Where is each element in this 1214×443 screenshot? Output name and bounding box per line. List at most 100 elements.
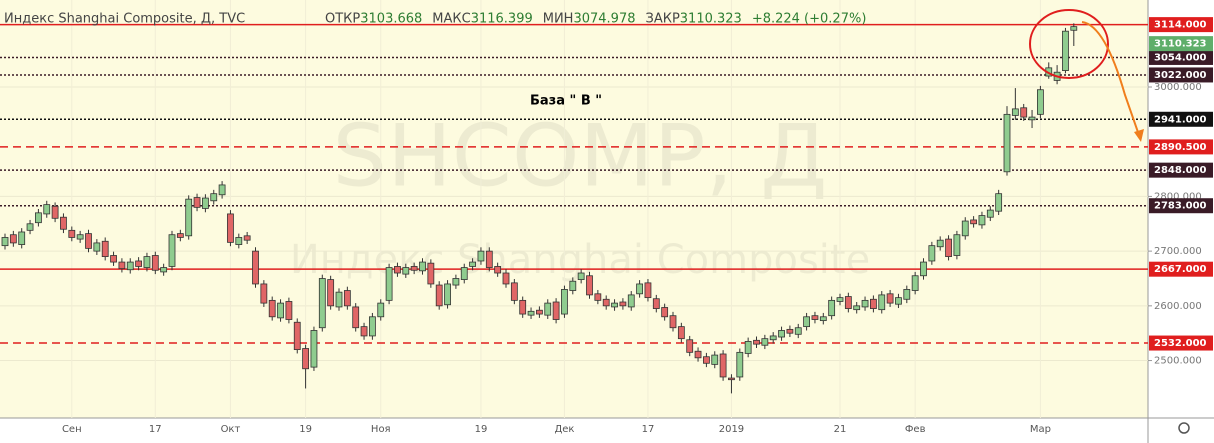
candle-body	[444, 283, 451, 306]
legend-label: МИН	[543, 12, 574, 27]
level-label: 2667.000	[1154, 264, 1207, 275]
x-tick-label: 19	[299, 424, 312, 435]
candle-body	[101, 240, 109, 257]
level-label: 3114.000	[1154, 20, 1207, 31]
watermark: SHCOMP, Д	[333, 106, 828, 206]
candle-body	[76, 234, 84, 240]
y-tick-label: 2500.000	[1154, 356, 1202, 367]
candle-body	[811, 315, 819, 320]
x-tick-label: 17	[149, 424, 162, 435]
candle-body	[302, 348, 310, 370]
x-tick-label: Дек	[554, 424, 574, 435]
candle-body	[93, 242, 101, 252]
candle-body	[227, 213, 234, 243]
candle-body	[744, 341, 752, 354]
candle-body	[703, 356, 710, 364]
annotation: База " В "	[530, 94, 602, 109]
candle-body	[435, 284, 443, 307]
candle-body	[485, 250, 493, 268]
candle-body	[452, 278, 460, 286]
legend-label: ОТКР	[325, 12, 360, 27]
candle-body	[176, 233, 184, 238]
candle-body	[961, 220, 969, 237]
candle-body	[160, 267, 168, 273]
highlight-ellipse	[1029, 9, 1109, 79]
candle-body	[920, 261, 927, 277]
candle-body	[853, 305, 861, 311]
candle-body	[611, 302, 618, 308]
candle-body	[953, 234, 961, 256]
legend-label: ЗАКР	[645, 12, 679, 27]
candle-body	[260, 283, 268, 304]
watermark-group: SHCOMP, Д Индекс Shanghai Composite	[290, 106, 870, 283]
ohlc-legend: ОТКР 3103.668 МАКС 3116.399 МИН 3074.978 ЗАКР 3…	[325, 12, 866, 27]
candle-body	[352, 306, 360, 329]
candle-body	[519, 299, 527, 315]
candle-body	[936, 239, 944, 248]
legend-value: 3110.323	[680, 12, 742, 27]
candle-body	[460, 267, 468, 280]
candle-body	[26, 223, 34, 231]
candle-body	[986, 209, 994, 218]
legend-change: +8.224 (+0.27%)	[752, 12, 867, 27]
settings-icon[interactable]	[1178, 422, 1190, 434]
candle-body	[143, 256, 151, 268]
candle-body	[252, 250, 259, 285]
candle-body	[310, 330, 318, 368]
level-label-bg	[1149, 198, 1213, 214]
candle-body	[995, 193, 1003, 212]
candle-body	[769, 335, 777, 341]
candle-body	[1011, 108, 1019, 116]
level-label-bg	[1149, 111, 1213, 127]
last-price-bg	[1149, 36, 1213, 52]
candle-body	[686, 339, 694, 353]
candle-body	[677, 326, 685, 340]
candle-body	[786, 328, 794, 334]
candle-body	[410, 266, 418, 271]
level-label: 3022.000	[1154, 70, 1207, 81]
candle-body	[385, 267, 393, 301]
candle-body	[669, 315, 677, 329]
candle-body	[661, 307, 669, 318]
plot-background	[0, 0, 1148, 418]
candle-body	[586, 275, 593, 296]
x-tick-label: 2019	[719, 424, 744, 435]
candle-body	[193, 197, 201, 208]
candle-body	[544, 302, 552, 316]
candle-body	[1, 237, 9, 247]
candle-body	[694, 350, 702, 359]
level-label: 2890.500	[1154, 142, 1207, 153]
candle-body	[502, 272, 510, 285]
candle-body	[577, 272, 585, 280]
legend-value: 3116.399	[471, 12, 533, 27]
candle-body	[427, 262, 435, 285]
candle-body	[803, 316, 810, 328]
y-tick-label: 2800.000	[1154, 191, 1202, 202]
candle-body	[335, 291, 343, 308]
candle-body	[151, 255, 159, 271]
candle-body	[970, 219, 977, 225]
x-tick-label: Фев	[905, 424, 926, 435]
candle-body	[377, 302, 385, 318]
candle-body	[870, 298, 877, 309]
candle-body	[9, 234, 17, 244]
level-label-bg	[1149, 162, 1213, 178]
candle-body	[753, 339, 760, 345]
level-label: 2532.000	[1154, 338, 1207, 349]
candle-body	[836, 297, 844, 302]
candle-body	[878, 294, 886, 311]
x-tick-label: Сен	[62, 424, 82, 435]
candle-body	[527, 310, 535, 316]
candle-body	[778, 330, 785, 338]
candle-body	[819, 316, 827, 322]
x-tick-label: 17	[642, 424, 655, 435]
level-label: 2941.000	[1154, 114, 1207, 125]
candle-body	[911, 275, 919, 291]
candle-body	[60, 216, 67, 230]
x-tick-label: Окт	[221, 424, 241, 435]
candle-body	[277, 302, 284, 319]
level-label-bg	[1149, 261, 1213, 277]
candle-body	[68, 229, 76, 238]
candle-body	[536, 309, 543, 315]
